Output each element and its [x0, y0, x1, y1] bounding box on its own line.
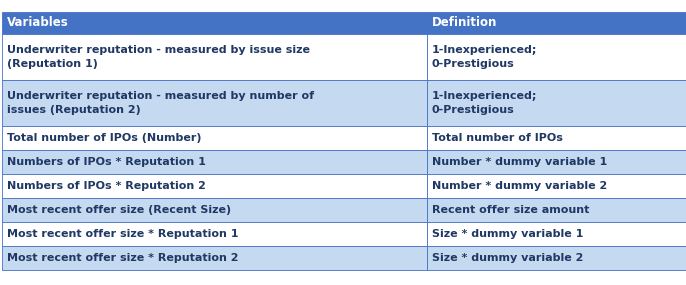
Bar	[427, 12, 686, 34]
Text: 1-Inexperienced;
0-Prestigious: 1-Inexperienced; 0-Prestigious	[432, 91, 537, 115]
Bar	[427, 80, 686, 126]
Text: Most recent offer size * Reputation 2: Most recent offer size * Reputation 2	[7, 253, 239, 263]
Text: Numbers of IPOs * Reputation 1: Numbers of IPOs * Reputation 1	[7, 157, 206, 167]
Bar	[2, 80, 427, 126]
Text: Number * dummy variable 2: Number * dummy variable 2	[432, 181, 607, 191]
Text: Recent offer size amount: Recent offer size amount	[432, 205, 589, 215]
Text: Total number of IPOs: Total number of IPOs	[432, 133, 563, 143]
Bar	[427, 34, 686, 80]
Bar	[427, 222, 686, 246]
Bar	[2, 222, 427, 246]
Text: Size * dummy variable 2: Size * dummy variable 2	[432, 253, 583, 263]
Text: Most recent offer size (Recent Size): Most recent offer size (Recent Size)	[7, 205, 231, 215]
Bar	[427, 174, 686, 198]
Text: Underwriter reputation - measured by issue size
(Reputation 1): Underwriter reputation - measured by iss…	[7, 45, 310, 69]
Bar	[427, 198, 686, 222]
Text: Number * dummy variable 1: Number * dummy variable 1	[432, 157, 607, 167]
Text: Size * dummy variable 1: Size * dummy variable 1	[432, 229, 583, 239]
Text: Numbers of IPOs * Reputation 2: Numbers of IPOs * Reputation 2	[7, 181, 206, 191]
Bar	[427, 126, 686, 150]
Bar	[2, 198, 427, 222]
Bar	[427, 150, 686, 174]
Text: Total number of IPOs (Number): Total number of IPOs (Number)	[7, 133, 202, 143]
Bar	[2, 126, 427, 150]
Bar	[2, 174, 427, 198]
Text: 1-Inexperienced;
0-Prestigious: 1-Inexperienced; 0-Prestigious	[432, 45, 537, 69]
Bar	[2, 34, 427, 80]
Text: Definition: Definition	[432, 17, 497, 30]
Bar	[2, 150, 427, 174]
Text: Underwriter reputation - measured by number of
issues (Reputation 2): Underwriter reputation - measured by num…	[7, 91, 314, 115]
Text: Variables: Variables	[7, 17, 69, 30]
Bar	[2, 12, 427, 34]
Bar	[2, 246, 427, 270]
Bar	[427, 246, 686, 270]
Text: Most recent offer size * Reputation 1: Most recent offer size * Reputation 1	[7, 229, 239, 239]
